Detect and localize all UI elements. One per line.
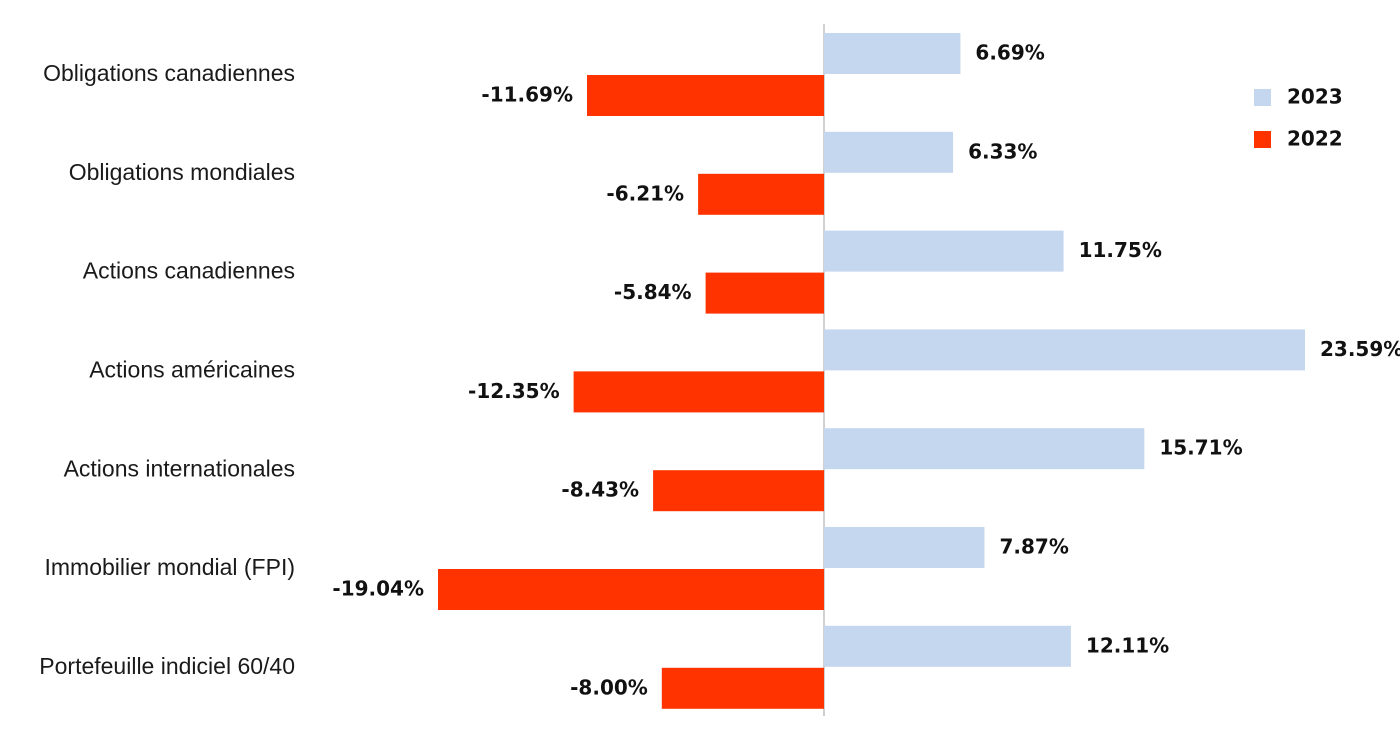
value-label-2023-immobilier-mondial-fpi: 7.87% <box>999 535 1068 559</box>
value-label-2022-portefeuille-indiciel-60-40: -8.00% <box>570 675 648 699</box>
bar-2022-obligations-mondiales <box>698 173 824 215</box>
value-label-2022-actions-americaines: -12.35% <box>468 379 560 403</box>
value-label-2022-obligations-canadiennes: -11.69% <box>481 83 573 107</box>
category-label-obligations-mondiales: Obligations mondiales <box>69 159 295 185</box>
legend-swatch-2023 <box>1254 89 1271 106</box>
category-label-portefeuille-indiciel-60-40: Portefeuille indiciel 60/40 <box>39 653 295 679</box>
value-label-2023-actions-americaines: 23.59% <box>1320 337 1400 361</box>
bar-2022-portefeuille-indiciel-60-40 <box>661 667 824 709</box>
bar-2022-actions-americaines <box>573 371 824 413</box>
bar-2022-actions-canadiennes <box>705 272 824 314</box>
bar-2023-obligations-mondiales <box>824 131 954 173</box>
value-label-2023-portefeuille-indiciel-60-40: 12.11% <box>1086 633 1169 657</box>
legend-label-2023: 2023 <box>1287 85 1343 109</box>
value-label-2022-obligations-mondiales: -6.21% <box>606 181 684 205</box>
value-label-2022-immobilier-mondial-fpi: -19.04% <box>332 577 424 601</box>
value-label-2022-actions-canadiennes: -5.84% <box>614 280 692 304</box>
category-label-actions-canadiennes: Actions canadiennes <box>83 258 295 284</box>
bar-2023-actions-americaines <box>824 329 1305 371</box>
value-label-2023-actions-internationales: 15.71% <box>1159 436 1242 460</box>
bar-2022-immobilier-mondial-fpi <box>438 569 824 610</box>
bar-2023-immobilier-mondial-fpi <box>824 527 985 568</box>
value-label-2022-actions-internationales: -8.43% <box>561 478 639 502</box>
category-label-immobilier-mondial-fpi: Immobilier mondial (FPI) <box>45 554 296 580</box>
legend-label-2022: 2022 <box>1287 127 1343 151</box>
legend-swatch-2022 <box>1254 131 1271 148</box>
bar-2023-portefeuille-indiciel-60-40 <box>824 625 1071 667</box>
category-label-actions-internationales: Actions internationales <box>64 455 295 481</box>
bar-2023-actions-internationales <box>824 428 1145 470</box>
bar-2023-obligations-canadiennes <box>824 33 961 74</box>
bar-2022-obligations-canadiennes <box>587 75 824 116</box>
category-label-obligations-canadiennes: Obligations canadiennes <box>43 60 295 86</box>
category-label-actions-americaines: Actions américaines <box>89 356 295 382</box>
value-label-2023-actions-canadiennes: 11.75% <box>1079 238 1162 262</box>
value-label-2023-obligations-mondiales: 6.33% <box>968 139 1037 163</box>
bar-2022-actions-internationales <box>653 470 824 512</box>
value-label-2023-obligations-canadiennes: 6.69% <box>975 41 1044 65</box>
bar-2023-actions-canadiennes <box>824 230 1064 272</box>
